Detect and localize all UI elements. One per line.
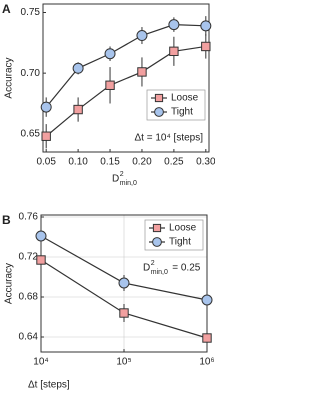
- x-tick-label: 0.20: [132, 157, 152, 168]
- y-tick-label: 0.72: [19, 252, 39, 263]
- y-tick-label: 0.65: [21, 128, 41, 139]
- y-axis-label: Accuracy: [4, 263, 15, 304]
- legend-label: Tight: [171, 107, 193, 118]
- y-tick-label: 0.70: [21, 68, 41, 79]
- marker: [105, 80, 115, 90]
- y-tick-label: 0.76: [19, 212, 39, 223]
- y-tick-label: 0.64: [19, 332, 39, 343]
- label-base: D: [112, 174, 119, 185]
- marker: [202, 333, 212, 343]
- marker: [104, 48, 116, 60]
- panel-label: A: [2, 2, 11, 16]
- marker: [40, 101, 52, 113]
- x-tick-label: 0.25: [164, 157, 184, 168]
- label-base: D: [143, 263, 150, 274]
- marker: [168, 19, 180, 31]
- marker: [72, 62, 84, 74]
- plot-frame: [40, 214, 208, 353]
- x-tick-label: 10⁵: [116, 357, 131, 368]
- marker: [136, 30, 148, 42]
- legend-marker: [152, 223, 162, 233]
- marker: [118, 277, 130, 289]
- x-tick-label: 0.30: [196, 157, 215, 168]
- x-tick-label: 0.15: [100, 157, 120, 168]
- marker: [119, 308, 129, 318]
- marker: [35, 230, 47, 242]
- marker: [36, 255, 46, 265]
- label-base: Δt [steps]: [28, 380, 70, 391]
- label-sup: 2: [151, 260, 155, 267]
- plot-frame: [42, 3, 210, 153]
- y-axis-label: Accuracy: [4, 57, 15, 98]
- marker: [41, 131, 51, 141]
- annotation: = 0.25: [172, 263, 201, 274]
- label-sup: 2: [120, 171, 124, 178]
- legend-label: Loose: [169, 223, 197, 234]
- y-tick-label: 0.75: [21, 7, 41, 18]
- figure: 0.65 0.70 0.75 0.05 0.10 0.15 0.20 0.25 0.30 A Acc…: [2, 2, 215, 391]
- marker: [169, 46, 179, 57]
- marker: [200, 20, 212, 32]
- legend-label: Tight: [169, 237, 191, 248]
- legend-marker: [154, 93, 164, 103]
- x-tick-label: 10⁴: [33, 357, 48, 368]
- y-tick-label: 0.68: [19, 292, 39, 303]
- marker: [201, 41, 211, 52]
- marker: [73, 104, 83, 115]
- marker: [137, 67, 147, 77]
- x-tick-label: 0.05: [36, 157, 56, 168]
- label-sub: min,0: [151, 269, 168, 276]
- series-line: [45, 45, 206, 137]
- annotation: Δt = 10⁴ [steps]: [134, 133, 203, 144]
- legend-marker: [154, 107, 164, 117]
- x-tick-label: 10⁶: [199, 357, 214, 368]
- marker: [201, 294, 213, 306]
- legend-label: Loose: [171, 93, 199, 104]
- x-tick-label: 0.10: [68, 157, 88, 168]
- legend-marker: [152, 237, 162, 247]
- label-sub: min,0: [120, 180, 137, 187]
- panel-label: B: [2, 213, 11, 227]
